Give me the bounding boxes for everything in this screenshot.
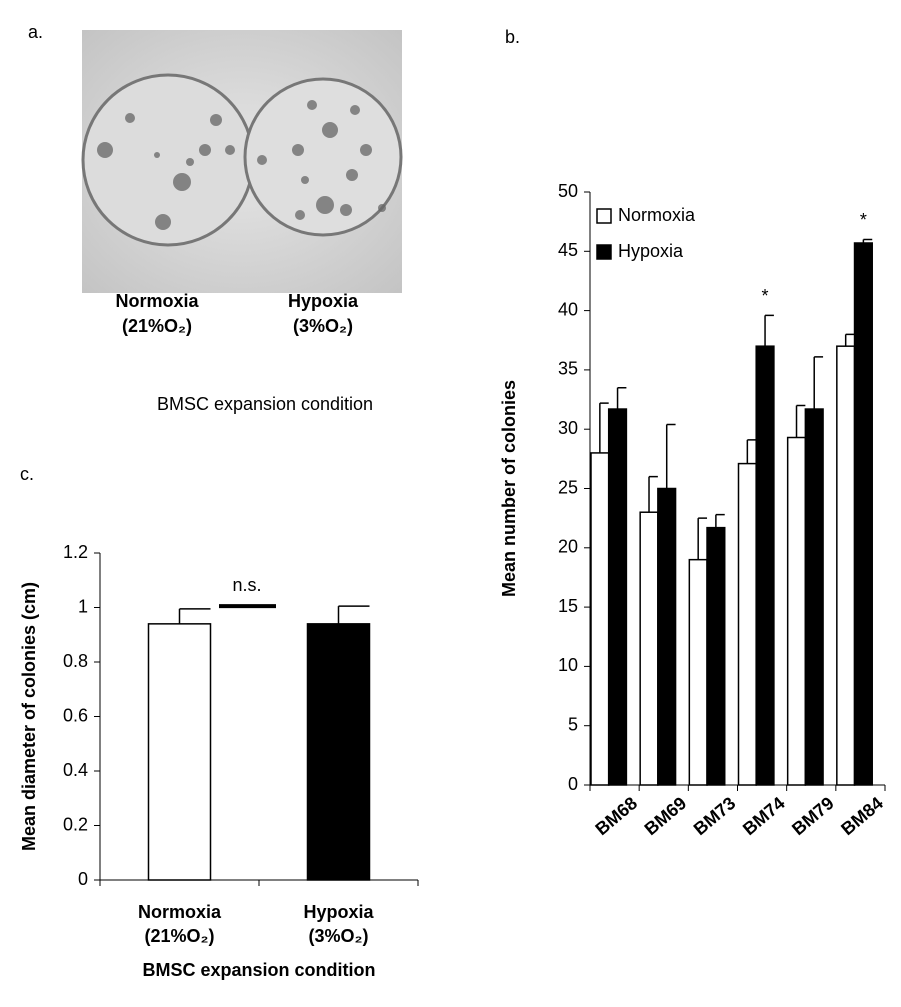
y-tick-label: 40 xyxy=(558,299,578,319)
condition-note: (3%O₂) xyxy=(293,316,353,336)
bar xyxy=(657,487,677,786)
x-tick-label: Hypoxia xyxy=(303,902,374,922)
bar xyxy=(804,408,824,786)
error-bar xyxy=(337,605,370,624)
x-axis-label: BMSC expansion condition xyxy=(157,394,373,414)
bar xyxy=(147,623,212,881)
bar xyxy=(755,345,775,786)
error-bar xyxy=(715,513,725,528)
bar xyxy=(688,558,708,786)
legend-swatch xyxy=(596,244,612,260)
y-tick-label: 0.8 xyxy=(63,651,88,671)
y-tick-label: 1 xyxy=(78,596,88,616)
error-bar xyxy=(697,517,708,560)
y-tick-label: 10 xyxy=(558,655,578,675)
bar xyxy=(639,511,659,786)
legend-swatch xyxy=(596,208,612,224)
y-tick-label: 15 xyxy=(558,596,578,616)
x-tick-label: BM79 xyxy=(788,793,838,839)
dish-photo xyxy=(81,30,403,293)
error-bar xyxy=(862,238,873,243)
annotation: n.s. xyxy=(232,575,261,595)
bar xyxy=(786,436,807,786)
bar xyxy=(306,623,371,881)
condition-label: Normoxia xyxy=(115,291,199,311)
y-tick-label: 0 xyxy=(78,869,88,889)
y-tick-label: 30 xyxy=(558,418,578,438)
y-tick-label: 0.6 xyxy=(63,705,88,725)
x-tick-label: BM73 xyxy=(690,793,740,839)
x-tick-label: BM74 xyxy=(739,793,789,839)
error-bar xyxy=(599,402,609,453)
panel-label: a. xyxy=(28,22,43,42)
annotation: * xyxy=(860,210,867,230)
y-tick-label: 35 xyxy=(558,359,578,379)
error-bar xyxy=(746,439,757,464)
error-bar xyxy=(648,475,658,513)
error-bar xyxy=(616,386,627,410)
bar xyxy=(590,452,610,786)
bar xyxy=(836,345,856,786)
bar xyxy=(607,408,628,786)
condition-label: Hypoxia xyxy=(288,291,359,311)
y-tick-label: 45 xyxy=(558,240,578,260)
y-tick-label: 0.4 xyxy=(63,760,88,780)
bar xyxy=(737,462,757,786)
legend-label: Normoxia xyxy=(618,205,696,225)
panel-label: b. xyxy=(505,27,520,47)
y-tick-label: 50 xyxy=(558,181,578,201)
annotation: * xyxy=(762,286,769,306)
bar xyxy=(853,242,873,786)
x-tick-label: Normoxia xyxy=(138,902,222,922)
x-tick-note: (21%O₂) xyxy=(144,926,214,946)
x-tick-label: BM84 xyxy=(837,793,887,839)
error-bar xyxy=(665,423,676,489)
x-tick-label: BM69 xyxy=(641,793,691,839)
y-axis-label: Mean diameter of colonies (cm) xyxy=(19,582,39,851)
y-tick-label: 25 xyxy=(558,477,578,497)
error-bar xyxy=(178,608,211,624)
error-bar xyxy=(813,356,824,410)
legend-label: Hypoxia xyxy=(618,241,684,261)
y-tick-label: 0 xyxy=(568,774,578,794)
panel-label: c. xyxy=(20,464,34,484)
y-axis-label: Mean number of colonies xyxy=(499,380,519,597)
y-tick-label: 20 xyxy=(558,537,578,557)
error-bar xyxy=(764,314,774,347)
x-tick-label: BM68 xyxy=(591,793,641,839)
error-bar xyxy=(795,404,806,438)
y-tick-label: 0.2 xyxy=(63,814,88,834)
bar xyxy=(706,526,726,786)
x-axis-label: BMSC expansion condition xyxy=(142,960,375,980)
y-tick-label: 5 xyxy=(568,714,578,734)
error-bar xyxy=(844,333,855,347)
condition-note: (21%O₂) xyxy=(122,316,192,336)
y-tick-label: 1.2 xyxy=(63,542,88,562)
x-tick-note: (3%O₂) xyxy=(308,926,368,946)
